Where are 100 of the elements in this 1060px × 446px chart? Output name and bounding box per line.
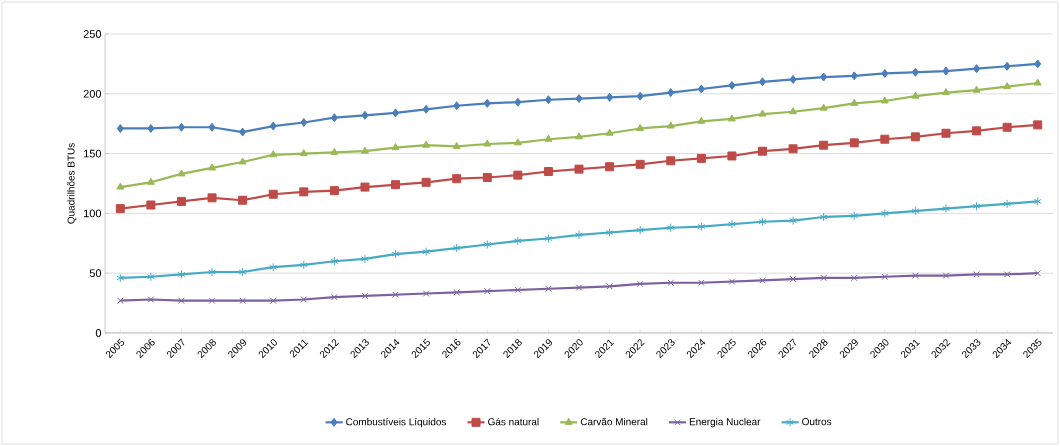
point	[116, 297, 124, 305]
point	[636, 91, 644, 101]
point	[819, 212, 828, 222]
point	[911, 206, 920, 216]
point	[329, 186, 339, 196]
point	[605, 128, 614, 136]
point	[1003, 199, 1012, 209]
point	[819, 140, 829, 150]
point	[789, 74, 797, 84]
point	[300, 296, 308, 303]
point	[269, 150, 278, 158]
point	[483, 239, 492, 249]
point	[513, 236, 522, 246]
point	[207, 193, 217, 203]
point	[819, 103, 828, 111]
point	[453, 288, 461, 296]
point	[452, 243, 461, 253]
legend-label: Outros	[802, 418, 832, 426]
point	[942, 88, 950, 96]
point	[422, 247, 431, 257]
point	[788, 144, 798, 154]
point	[360, 182, 370, 192]
point	[391, 143, 400, 151]
point	[910, 132, 920, 142]
point	[1033, 120, 1043, 130]
point	[269, 121, 277, 131]
point	[575, 284, 583, 291]
point	[391, 249, 400, 259]
point	[360, 146, 369, 154]
point	[881, 273, 889, 281]
point	[606, 92, 614, 102]
point	[300, 117, 308, 127]
point	[942, 204, 950, 214]
point	[820, 72, 828, 82]
point	[299, 149, 308, 157]
point	[544, 234, 553, 243]
point	[146, 177, 155, 185]
y-tick-label: 50	[89, 269, 102, 278]
point	[177, 122, 185, 132]
point	[850, 211, 859, 221]
point	[698, 279, 705, 287]
point	[1033, 78, 1042, 86]
point	[911, 67, 919, 77]
point	[177, 169, 186, 177]
point	[666, 223, 675, 233]
point	[1002, 122, 1012, 132]
point	[942, 272, 950, 279]
y-tick-label: 250	[83, 30, 102, 38]
point	[360, 254, 369, 264]
point	[330, 113, 338, 123]
point	[758, 217, 767, 227]
point	[392, 108, 400, 118]
point	[482, 173, 492, 183]
point	[574, 164, 584, 174]
point	[697, 84, 705, 94]
point	[727, 219, 736, 229]
point	[973, 271, 980, 278]
point	[238, 157, 247, 165]
point	[575, 132, 583, 140]
point	[331, 293, 338, 301]
legend-label: Gás natural	[488, 417, 539, 426]
point	[880, 96, 889, 104]
point	[361, 110, 369, 120]
legend-label: Energia Nuclear	[689, 417, 761, 428]
point	[545, 285, 552, 293]
point	[636, 280, 644, 288]
point	[146, 200, 156, 210]
point	[727, 114, 736, 122]
point	[727, 151, 737, 161]
point	[666, 156, 676, 166]
point	[268, 189, 278, 199]
point	[269, 262, 278, 272]
y-tick-label: 200	[83, 89, 102, 98]
point	[635, 159, 645, 169]
point	[973, 64, 981, 74]
point	[575, 94, 583, 104]
point	[605, 162, 615, 172]
y-axis-title: Quadrilhões BTUs	[67, 143, 77, 224]
point	[850, 71, 858, 81]
point	[1033, 196, 1042, 206]
point	[115, 204, 125, 214]
point	[238, 267, 247, 277]
point	[1003, 271, 1011, 278]
point	[667, 88, 675, 98]
point	[483, 98, 491, 108]
point	[543, 167, 553, 177]
point	[972, 126, 982, 136]
point	[544, 134, 553, 142]
point	[757, 146, 767, 156]
point	[392, 291, 399, 299]
point	[972, 85, 981, 93]
point	[605, 228, 614, 238]
point	[178, 297, 185, 305]
point	[789, 216, 798, 226]
point	[513, 170, 523, 180]
point	[759, 277, 766, 284]
point	[636, 225, 645, 235]
point	[421, 177, 431, 187]
point	[238, 195, 248, 205]
point	[239, 297, 246, 305]
